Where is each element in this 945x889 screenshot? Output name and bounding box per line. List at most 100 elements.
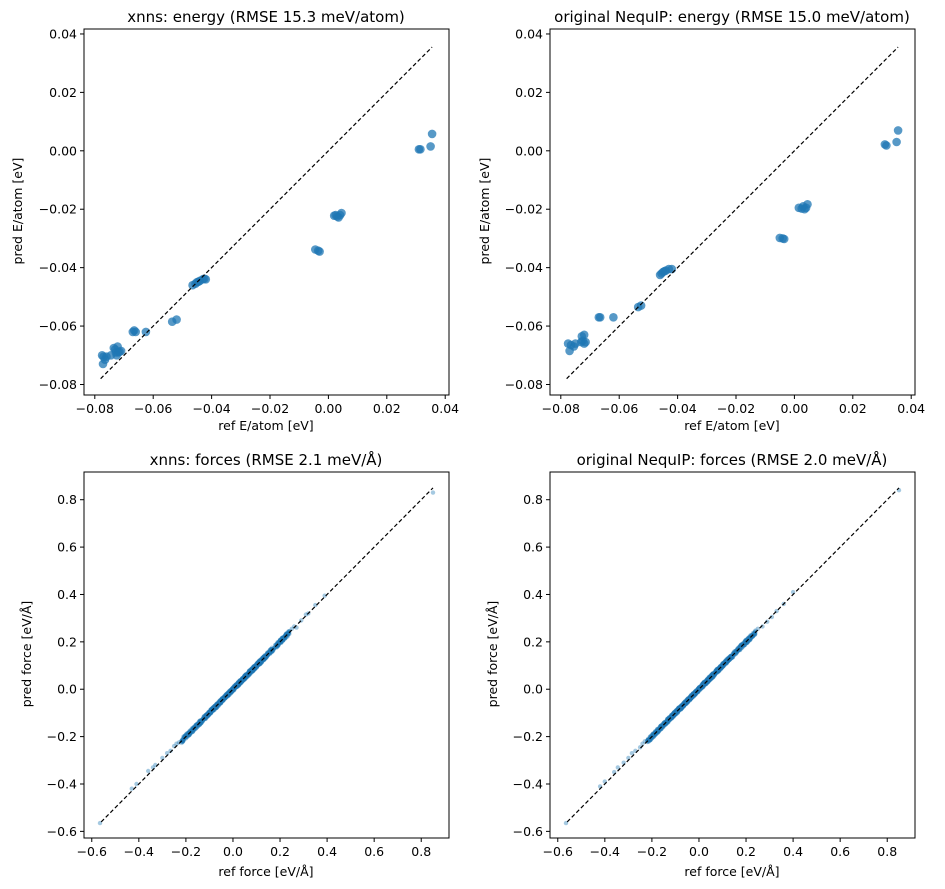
y-tick-label: −0.06 — [39, 319, 77, 334]
data-point — [186, 733, 191, 738]
data-point — [265, 651, 270, 656]
data-point — [615, 765, 620, 770]
data-point — [664, 720, 670, 725]
data-point — [735, 647, 740, 652]
data-point — [186, 730, 191, 735]
data-point — [182, 734, 188, 739]
data-point — [748, 636, 753, 642]
data-point — [748, 637, 753, 642]
y-tick-label: 0.6 — [57, 540, 77, 555]
data-point — [195, 721, 200, 726]
data-point — [322, 593, 327, 598]
y-tick-label: 0.04 — [515, 26, 543, 41]
data-point — [183, 732, 189, 737]
data-point — [426, 142, 435, 151]
data-point — [188, 727, 193, 733]
data-point — [669, 715, 675, 720]
data-point — [647, 738, 653, 743]
x-tick-label: 0.8 — [877, 844, 897, 859]
panel-title: original NequIP: forces (RMSE 2.0 meV/Å) — [577, 450, 888, 469]
data-point — [183, 733, 188, 739]
data-point — [187, 731, 193, 737]
data-point — [112, 351, 121, 360]
x-tick-label: −0.04 — [192, 401, 230, 416]
data-point — [661, 724, 666, 729]
data-point — [303, 612, 309, 617]
data-point — [276, 642, 281, 647]
data-point — [655, 730, 661, 735]
data-point — [629, 751, 635, 756]
data-point — [737, 644, 742, 649]
data-point — [752, 632, 757, 637]
x-tick-label: −0.06 — [134, 401, 172, 416]
data-point — [563, 820, 569, 826]
data-point — [199, 720, 204, 725]
axes-frame — [83, 28, 450, 396]
y-axis-label: pred E/atom [eV] — [10, 158, 25, 265]
data-point — [427, 129, 437, 139]
data-point — [663, 719, 669, 724]
y-tick-label: 0.04 — [49, 26, 77, 41]
data-point — [195, 721, 200, 727]
identity-line — [100, 46, 433, 380]
data-point — [283, 632, 289, 638]
data-point — [749, 633, 754, 638]
data-point — [279, 638, 285, 643]
data-point — [281, 637, 286, 642]
data-point — [733, 649, 738, 654]
data-point — [184, 732, 190, 737]
data-point — [665, 720, 670, 725]
data-point — [684, 700, 690, 705]
x-axis-label: ref E/atom [eV] — [218, 418, 313, 433]
data-point — [315, 247, 324, 256]
data-point — [746, 635, 751, 641]
data-point — [738, 644, 743, 649]
x-tick-label: −0.4 — [124, 844, 154, 859]
y-tick-label: −0.02 — [39, 202, 77, 217]
data-point — [752, 632, 758, 637]
panel-nequip-forces: original NequIP: forces (RMSE 2.0 meV/Å)… — [485, 450, 916, 879]
axes-frame — [549, 28, 916, 396]
x-tick-label: 0.04 — [431, 401, 459, 416]
data-point — [286, 629, 292, 634]
data-point — [732, 649, 738, 655]
y-tick-label: −0.06 — [505, 319, 543, 334]
panel-nequip-energy: original NequIP: energy (RMSE 15.0 meV/a… — [477, 8, 925, 433]
data-point — [280, 635, 285, 641]
panel-xnns-energy: xnns: energy (RMSE 15.3 meV/atom) −0.08−… — [10, 8, 459, 433]
plot-area: −0.08 −0.06 −0.04 −0.02 0.00 0.02 0.04 −0.08 −0.… — [39, 26, 459, 416]
data-point — [193, 723, 198, 729]
y-tick-label: −0.08 — [39, 377, 77, 392]
data-point — [746, 635, 752, 641]
data-point — [146, 768, 151, 774]
data-point — [742, 642, 748, 647]
x-tick-label: −0.02 — [251, 401, 289, 416]
data-point — [741, 641, 746, 646]
data-point — [181, 737, 187, 742]
data-point — [646, 739, 651, 744]
data-point — [742, 639, 747, 644]
data-point — [280, 635, 285, 640]
data-point — [658, 727, 663, 732]
data-point — [197, 718, 202, 724]
data-point — [882, 141, 891, 150]
data-point — [280, 635, 285, 641]
data-point — [174, 741, 179, 746]
data-point — [284, 631, 290, 636]
y-tick-label: 0.8 — [523, 492, 543, 507]
data-point — [270, 648, 275, 653]
data-point — [265, 651, 270, 656]
data-point — [647, 737, 652, 742]
x-axis-label: ref E/atom [eV] — [684, 418, 779, 433]
y-axis-label: pred force [eV/Å] — [485, 601, 500, 708]
y-tick-label: −0.02 — [505, 202, 543, 217]
x-tick-label: −0.08 — [542, 401, 580, 416]
data-point — [269, 649, 274, 655]
data-point — [172, 315, 181, 324]
data-point — [744, 637, 749, 643]
data-point — [195, 721, 200, 726]
data-point — [184, 731, 189, 737]
data-point — [186, 732, 191, 737]
x-tick-label: −0.6 — [543, 844, 573, 859]
